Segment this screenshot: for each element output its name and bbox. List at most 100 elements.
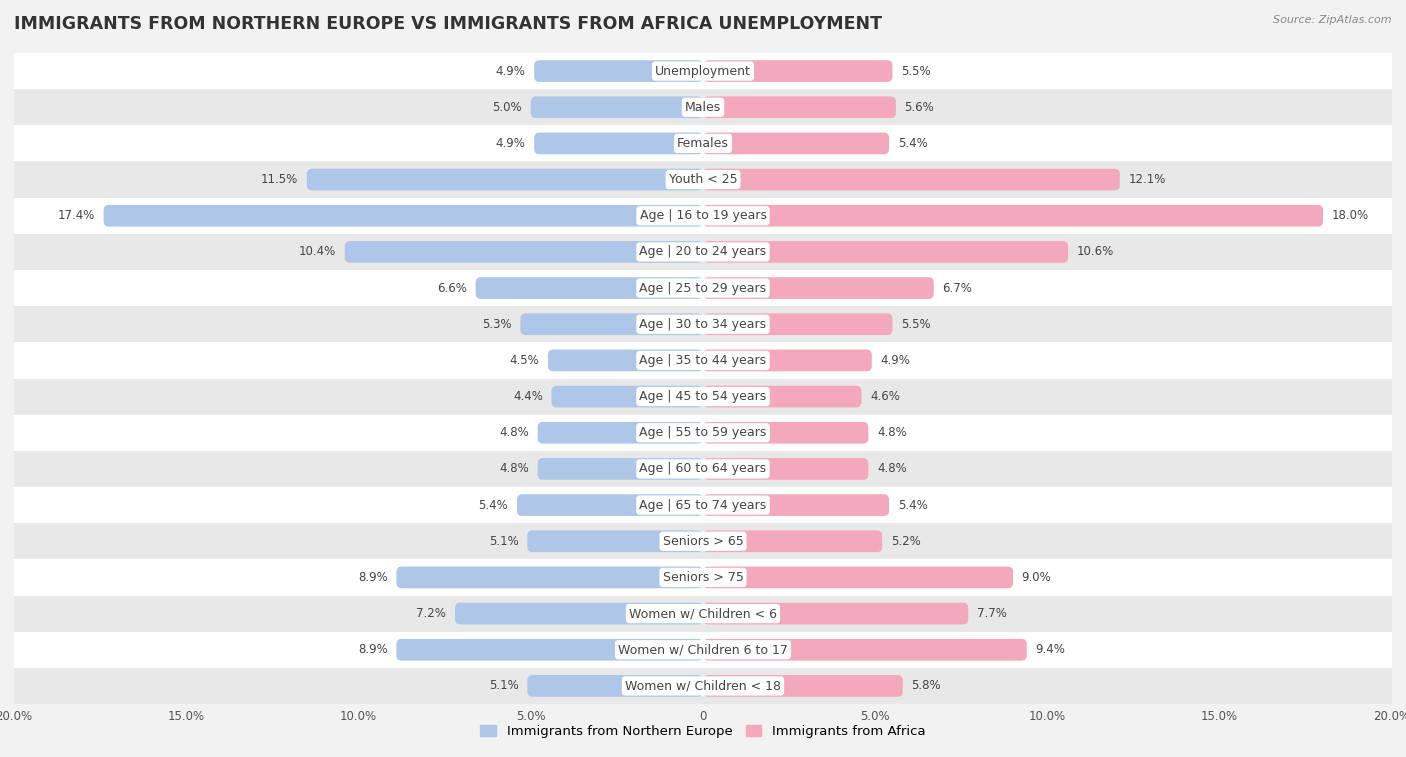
- Text: 17.4%: 17.4%: [58, 209, 96, 223]
- Text: 5.4%: 5.4%: [897, 137, 928, 150]
- FancyBboxPatch shape: [14, 415, 1392, 451]
- FancyBboxPatch shape: [703, 277, 934, 299]
- Text: 7.7%: 7.7%: [977, 607, 1007, 620]
- FancyBboxPatch shape: [703, 205, 1323, 226]
- FancyBboxPatch shape: [14, 523, 1392, 559]
- FancyBboxPatch shape: [14, 306, 1392, 342]
- Text: 7.2%: 7.2%: [416, 607, 446, 620]
- Text: 5.2%: 5.2%: [891, 534, 921, 548]
- FancyBboxPatch shape: [703, 639, 1026, 661]
- FancyBboxPatch shape: [703, 386, 862, 407]
- Text: 5.6%: 5.6%: [904, 101, 934, 114]
- FancyBboxPatch shape: [14, 53, 1392, 89]
- FancyBboxPatch shape: [14, 668, 1392, 704]
- Text: 5.8%: 5.8%: [911, 680, 941, 693]
- FancyBboxPatch shape: [534, 132, 703, 154]
- Text: Women w/ Children 6 to 17: Women w/ Children 6 to 17: [619, 643, 787, 656]
- FancyBboxPatch shape: [703, 603, 969, 625]
- Text: 4.4%: 4.4%: [513, 390, 543, 403]
- Text: Age | 60 to 64 years: Age | 60 to 64 years: [640, 463, 766, 475]
- FancyBboxPatch shape: [344, 241, 703, 263]
- FancyBboxPatch shape: [703, 61, 893, 82]
- FancyBboxPatch shape: [14, 270, 1392, 306]
- FancyBboxPatch shape: [14, 451, 1392, 487]
- FancyBboxPatch shape: [14, 161, 1392, 198]
- FancyBboxPatch shape: [520, 313, 703, 335]
- Text: 6.6%: 6.6%: [437, 282, 467, 294]
- FancyBboxPatch shape: [456, 603, 703, 625]
- Text: Youth < 25: Youth < 25: [669, 173, 737, 186]
- Text: 9.4%: 9.4%: [1035, 643, 1066, 656]
- FancyBboxPatch shape: [703, 96, 896, 118]
- Text: 4.9%: 4.9%: [496, 64, 526, 77]
- Text: 18.0%: 18.0%: [1331, 209, 1369, 223]
- FancyBboxPatch shape: [703, 675, 903, 696]
- Text: 5.3%: 5.3%: [482, 318, 512, 331]
- Text: IMMIGRANTS FROM NORTHERN EUROPE VS IMMIGRANTS FROM AFRICA UNEMPLOYMENT: IMMIGRANTS FROM NORTHERN EUROPE VS IMMIG…: [14, 15, 882, 33]
- Text: Women w/ Children < 6: Women w/ Children < 6: [628, 607, 778, 620]
- FancyBboxPatch shape: [527, 531, 703, 552]
- Text: Unemployment: Unemployment: [655, 64, 751, 77]
- FancyBboxPatch shape: [396, 639, 703, 661]
- Text: Age | 45 to 54 years: Age | 45 to 54 years: [640, 390, 766, 403]
- FancyBboxPatch shape: [14, 342, 1392, 378]
- Text: Age | 35 to 44 years: Age | 35 to 44 years: [640, 354, 766, 367]
- Text: 8.9%: 8.9%: [359, 571, 388, 584]
- FancyBboxPatch shape: [14, 559, 1392, 596]
- FancyBboxPatch shape: [703, 169, 1119, 191]
- FancyBboxPatch shape: [14, 198, 1392, 234]
- FancyBboxPatch shape: [537, 458, 703, 480]
- Text: 5.4%: 5.4%: [897, 499, 928, 512]
- Text: 4.9%: 4.9%: [496, 137, 526, 150]
- Text: 6.7%: 6.7%: [942, 282, 973, 294]
- Legend: Immigrants from Northern Europe, Immigrants from Africa: Immigrants from Northern Europe, Immigra…: [475, 719, 931, 743]
- FancyBboxPatch shape: [14, 596, 1392, 631]
- FancyBboxPatch shape: [703, 458, 869, 480]
- Text: 4.8%: 4.8%: [877, 463, 907, 475]
- Text: 5.5%: 5.5%: [901, 318, 931, 331]
- FancyBboxPatch shape: [14, 126, 1392, 161]
- Text: 4.8%: 4.8%: [499, 426, 529, 439]
- Text: Males: Males: [685, 101, 721, 114]
- FancyBboxPatch shape: [14, 89, 1392, 126]
- Text: 10.4%: 10.4%: [299, 245, 336, 258]
- Text: Age | 25 to 29 years: Age | 25 to 29 years: [640, 282, 766, 294]
- FancyBboxPatch shape: [703, 350, 872, 371]
- Text: 10.6%: 10.6%: [1077, 245, 1114, 258]
- FancyBboxPatch shape: [396, 566, 703, 588]
- Text: Age | 16 to 19 years: Age | 16 to 19 years: [640, 209, 766, 223]
- Text: Seniors > 65: Seniors > 65: [662, 534, 744, 548]
- Text: 4.6%: 4.6%: [870, 390, 900, 403]
- FancyBboxPatch shape: [548, 350, 703, 371]
- FancyBboxPatch shape: [531, 96, 703, 118]
- Text: Age | 55 to 59 years: Age | 55 to 59 years: [640, 426, 766, 439]
- FancyBboxPatch shape: [527, 675, 703, 696]
- FancyBboxPatch shape: [703, 241, 1069, 263]
- Text: 5.5%: 5.5%: [901, 64, 931, 77]
- FancyBboxPatch shape: [537, 422, 703, 444]
- FancyBboxPatch shape: [517, 494, 703, 516]
- FancyBboxPatch shape: [703, 531, 882, 552]
- Text: 5.1%: 5.1%: [489, 680, 519, 693]
- FancyBboxPatch shape: [14, 631, 1392, 668]
- FancyBboxPatch shape: [475, 277, 703, 299]
- FancyBboxPatch shape: [104, 205, 703, 226]
- FancyBboxPatch shape: [703, 132, 889, 154]
- Text: 8.9%: 8.9%: [359, 643, 388, 656]
- Text: 4.8%: 4.8%: [877, 426, 907, 439]
- Text: 5.4%: 5.4%: [478, 499, 509, 512]
- Text: 5.0%: 5.0%: [492, 101, 522, 114]
- FancyBboxPatch shape: [551, 386, 703, 407]
- Text: Source: ZipAtlas.com: Source: ZipAtlas.com: [1274, 15, 1392, 25]
- Text: 12.1%: 12.1%: [1129, 173, 1166, 186]
- FancyBboxPatch shape: [703, 566, 1012, 588]
- Text: Females: Females: [678, 137, 728, 150]
- Text: Age | 65 to 74 years: Age | 65 to 74 years: [640, 499, 766, 512]
- Text: 11.5%: 11.5%: [262, 173, 298, 186]
- Text: 4.9%: 4.9%: [880, 354, 910, 367]
- FancyBboxPatch shape: [307, 169, 703, 191]
- Text: Seniors > 75: Seniors > 75: [662, 571, 744, 584]
- Text: 5.1%: 5.1%: [489, 534, 519, 548]
- FancyBboxPatch shape: [703, 422, 869, 444]
- FancyBboxPatch shape: [14, 487, 1392, 523]
